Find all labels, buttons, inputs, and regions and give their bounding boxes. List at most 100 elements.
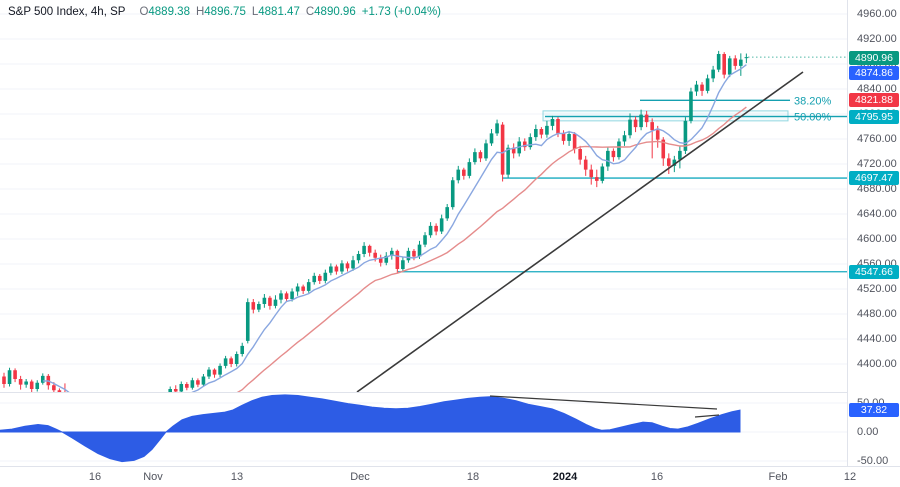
candle-body [113,423,117,429]
price-tick-label: 4720.00 [857,158,897,170]
candle-body [345,263,350,269]
trendline[interactable] [489,395,718,410]
candle-body [445,207,449,219]
candle-body [661,139,666,159]
candle-body [207,369,211,377]
ohlc-value: 4896.75 [204,6,246,18]
ohlc-key: L [251,6,259,18]
candle-body [290,291,294,299]
candle-body [384,255,389,263]
candle-body [606,150,610,167]
ohlc-value: 4889.38 [148,6,190,18]
time-axis-label: Feb [768,471,788,483]
candle-body [401,260,405,269]
candle-body [306,282,311,291]
candle-body [561,133,566,141]
candle-body [74,414,78,420]
candle-body [340,263,344,272]
candle-body [484,143,488,159]
candle-body [130,416,134,425]
indicator-tick-label: -50.00 [857,455,889,467]
candle-body [141,410,145,415]
candle-body [550,119,555,126]
candle-body [534,129,538,138]
price-tick-label: 4680.00 [857,183,897,195]
fib-retracement-box[interactable] [542,110,789,122]
candle-body [495,123,499,134]
ma-slow-line[interactable] [131,106,747,412]
time-axis-label: 18 [466,471,480,483]
candle-body [2,376,6,384]
ohlc-value: 4890.96 [314,6,356,18]
candle-body [229,358,233,364]
candle-body [572,134,577,149]
candle-body [672,159,677,166]
candle-body [18,379,23,385]
candle-body [168,389,172,392]
candle-body [639,114,643,128]
candle-body [201,376,206,385]
candle-body [7,370,12,384]
time-axis[interactable]: 16 Nov 13 Dec 18 2024 16 Feb 12 [0,466,900,487]
price-axis[interactable]: 4960.004920.004880.004840.004800.004760.… [847,0,900,467]
ma-fast-badge: 4874.86 [849,65,899,80]
candle-body [739,59,743,66]
candle-body [395,250,400,269]
time-axis-label: 16 [88,471,102,483]
ohlc-value: 4881.47 [258,6,300,18]
candle-body [727,58,732,75]
price-tick-label: 4520.00 [857,283,897,295]
candle-body [578,149,582,160]
price-tick-label: 4960.00 [857,8,897,20]
candle-body [617,141,621,158]
candle-body [190,380,195,388]
candle-body [268,297,272,306]
candle-body [678,150,682,160]
candle-body [611,150,616,158]
candle-body [257,304,261,310]
candle-body [223,358,228,366]
candle-body [218,365,222,375]
time-axis-label: 16 [650,471,664,483]
candle-body [378,257,383,263]
candle-body [279,293,283,300]
ohlc-key: O [139,6,149,18]
candle-body [467,162,472,176]
candle-body [295,286,300,292]
candle-body [428,225,433,236]
symbol-title[interactable]: S&P 500 Index, 4h, SP [8,6,126,18]
time-axis-label: 13 [230,471,244,483]
candle-body [528,137,533,148]
candle-body [135,410,139,416]
candle-body [212,369,217,375]
candle-body [262,297,267,304]
candle-body [35,382,40,389]
price-tick-label: 4600.00 [857,233,897,245]
indicator-value-badge: 37.82 [849,403,899,418]
candle-body [234,354,239,364]
candle-body [689,91,693,121]
candle-body [600,166,605,181]
time-axis-label: 12 [843,471,857,483]
candle-body [622,135,627,142]
candle-body [423,235,427,245]
candle-body [489,133,494,144]
candle-body [700,84,704,91]
candle-body [594,177,599,181]
fib-level-label: 38.20% [794,95,832,107]
candle-body [478,152,483,159]
candle-body [711,69,715,79]
candle-body [511,147,516,154]
last-price-badge: 4890.96 [849,50,899,65]
candle-body [655,130,660,140]
price-pane: 38.20% 50.00% [2,50,847,429]
indicator-tick-label: 0.00 [857,426,879,438]
ma-fast-line[interactable] [42,64,747,428]
candle-body [69,408,73,414]
trendline[interactable] [694,414,720,418]
candle-body [733,58,738,66]
candle-body [705,78,710,91]
trendline[interactable] [356,71,804,392]
chart-canvas[interactable]: 38.20% 50.00% [0,0,847,466]
candle-body [146,407,150,415]
